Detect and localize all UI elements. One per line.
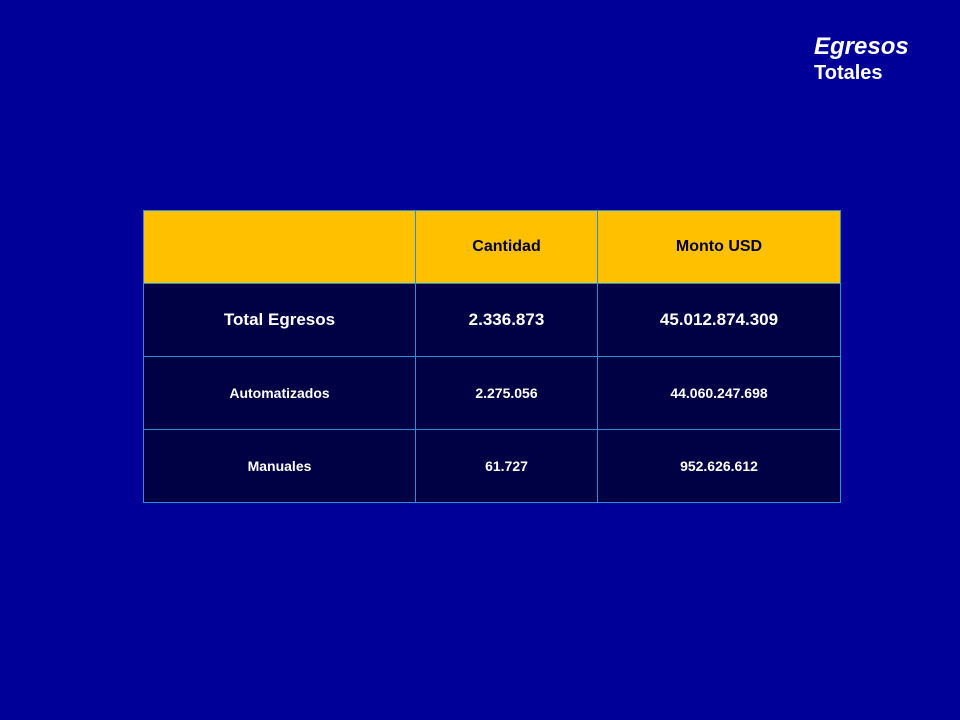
title-main: Egresos [814,33,909,60]
slide-title: Egresos Totales [814,33,909,85]
table-row-automatizados: Automatizados 2.275.056 44.060.247.698 [143,356,841,430]
row-label: Automatizados [143,356,416,430]
header-cell-empty [143,210,416,284]
monto-cell: 45.012.874.309 [597,283,841,357]
table-row-manuales: Manuales 61.727 952.626.612 [143,429,841,503]
cantidad-cell: 61.727 [415,429,598,503]
row-label: Manuales [143,429,416,503]
title-sub: Totales [814,62,883,85]
header-cell-monto: Monto USD [597,210,841,284]
cantidad-cell: 2.275.056 [415,356,598,430]
egresos-table: Cantidad Monto USD Total Egresos 2.336.8… [143,210,841,503]
monto-cell: 952.626.612 [597,429,841,503]
cantidad-cell: 2.336.873 [415,283,598,357]
header-cell-cantidad: Cantidad [415,210,598,284]
row-label: Total Egresos [143,283,416,357]
monto-cell: 44.060.247.698 [597,356,841,430]
table-header-row: Cantidad Monto USD [143,210,841,284]
table-row-total: Total Egresos 2.336.873 45.012.874.309 [143,283,841,357]
